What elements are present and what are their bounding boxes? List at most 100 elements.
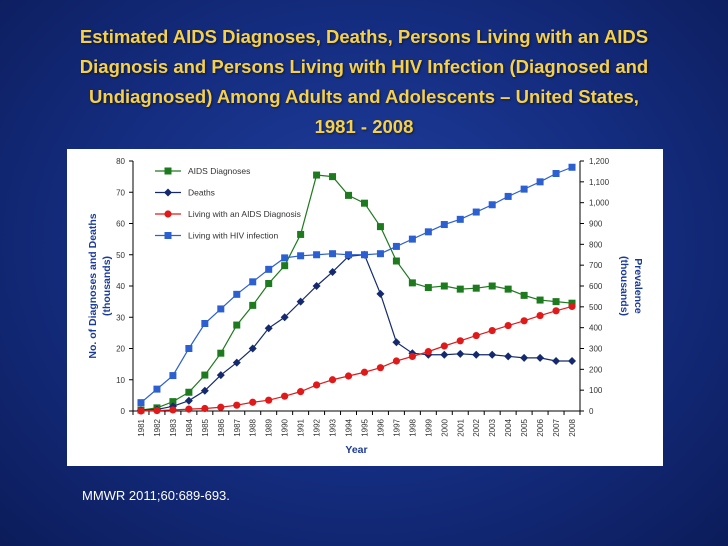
data-point-deaths <box>392 338 401 347</box>
data-point-living-with-an-aids-diagnosis <box>137 407 145 415</box>
y-tick-label-right: 0 <box>589 407 594 416</box>
title-line-2: Diagnosis and Persons Living with HIV In… <box>79 56 649 77</box>
title-line-3: Undiagnosed) Among Adults and Adolescent… <box>89 86 639 107</box>
data-point-deaths <box>568 357 577 365</box>
data-point-living-with-hiv-infection <box>313 251 321 259</box>
data-point-living-with-an-aids-diagnosis <box>568 302 576 311</box>
data-point-living-with-an-aids-diagnosis <box>408 352 416 361</box>
data-point-living-with-hiv-infection <box>408 235 416 243</box>
y-tick-label-left: 70 <box>116 188 125 197</box>
data-point-living-with-an-aids-diagnosis <box>536 311 544 320</box>
series-line-aids-diagnoses <box>140 174 573 411</box>
y-tick-label-right: 400 <box>589 324 603 333</box>
data-point-aids-diagnoses <box>392 257 400 265</box>
data-point-deaths <box>504 352 513 361</box>
data-point-deaths <box>520 353 529 362</box>
data-point-living-with-hiv-infection <box>392 242 400 250</box>
y-tick-label-right: 1,200 <box>589 157 610 166</box>
data-point-deaths <box>248 344 257 353</box>
data-point-aids-diagnoses <box>265 280 273 287</box>
x-tick-label: 1994 <box>345 418 354 436</box>
data-point-living-with-hiv-infection <box>265 265 273 273</box>
citation: MMWR 2011;60:689-693. <box>82 488 230 503</box>
data-point-living-with-hiv-infection <box>281 254 289 262</box>
x-tick-label: 1998 <box>408 418 417 436</box>
data-point-living-with-an-aids-diagnosis <box>376 364 385 372</box>
legend-label-living-with-an-aids-diagnosis: Living with an AIDS Diagnosis <box>188 209 301 219</box>
data-point-living-with-hiv-infection <box>137 399 145 407</box>
data-point-aids-diagnoses <box>281 262 289 270</box>
data-point-aids-diagnoses <box>360 199 368 207</box>
data-point-deaths <box>264 324 273 333</box>
data-point-deaths <box>456 349 465 358</box>
data-point-living-with-hiv-infection <box>376 250 384 258</box>
x-tick-label: 1992 <box>313 418 322 436</box>
x-tick-label: 1985 <box>201 418 210 436</box>
x-tick-label: 1986 <box>217 418 226 436</box>
data-point-living-with-an-aids-diagnosis <box>456 337 464 345</box>
line-chart: 0102030405060708001002003004005006007008… <box>87 157 644 456</box>
data-point-living-with-an-aids-diagnosis <box>472 331 480 340</box>
data-point-living-with-an-aids-diagnosis <box>233 401 241 409</box>
data-point-aids-diagnoses <box>201 371 209 379</box>
data-point-deaths <box>552 357 561 365</box>
data-point-aids-diagnoses <box>488 282 496 290</box>
x-tick-label: 1988 <box>249 418 258 436</box>
data-point-deaths <box>200 386 209 395</box>
x-tick-label: 1990 <box>281 418 290 436</box>
data-point-deaths <box>376 289 385 298</box>
data-point-living-with-hiv-infection <box>472 208 480 216</box>
data-point-living-with-an-aids-diagnosis <box>488 326 496 335</box>
data-point-living-with-an-aids-diagnosis <box>424 348 432 356</box>
data-point-living-with-hiv-infection <box>217 305 225 313</box>
data-point-deaths <box>184 396 193 405</box>
x-tick-label: 1996 <box>376 418 385 436</box>
data-point-living-with-hiv-infection <box>520 185 528 193</box>
x-tick-label: 1995 <box>360 418 369 436</box>
data-point-aids-diagnoses <box>408 279 416 287</box>
data-point-living-with-an-aids-diagnosis <box>201 404 209 413</box>
data-point-living-with-hiv-infection <box>440 221 448 229</box>
x-tick-label: 2000 <box>440 418 449 436</box>
x-tick-label: 1999 <box>424 418 433 436</box>
data-point-aids-diagnoses <box>376 223 384 231</box>
data-point-living-with-an-aids-diagnosis <box>185 405 193 413</box>
data-point-aids-diagnoses <box>217 349 225 357</box>
x-tick-label: 2007 <box>552 418 561 436</box>
data-point-living-with-an-aids-diagnosis <box>249 398 257 406</box>
data-point-living-with-an-aids-diagnosis <box>392 357 401 365</box>
data-point-living-with-an-aids-diagnosis <box>312 381 321 389</box>
data-point-living-with-hiv-infection <box>185 345 193 352</box>
data-point-living-with-an-aids-diagnosis <box>153 406 161 415</box>
data-point-living-with-an-aids-diagnosis <box>265 396 273 404</box>
y-tick-label-right: 700 <box>589 261 603 270</box>
x-axis-label: Year <box>345 444 367 456</box>
data-point-living-with-an-aids-diagnosis <box>552 307 560 315</box>
y-axis-label-left-line2: (thousands) <box>101 256 113 316</box>
title-line-1: Estimated AIDS Diagnoses, Deaths, Person… <box>79 26 649 47</box>
y-tick-label-right: 800 <box>589 240 603 249</box>
y-tick-label-left: 30 <box>116 313 125 322</box>
data-point-living-with-an-aids-diagnosis <box>217 403 225 411</box>
data-point-living-with-hiv-infection <box>456 215 464 223</box>
data-point-deaths <box>328 267 337 276</box>
y-tick-label-right: 1,100 <box>589 178 610 187</box>
data-point-living-with-hiv-infection <box>504 192 512 200</box>
y-tick-label-left: 50 <box>116 251 125 260</box>
data-point-living-with-an-aids-diagnosis <box>328 376 337 384</box>
data-point-living-with-an-aids-diagnosis <box>440 342 448 350</box>
y-tick-label-left: 80 <box>116 157 125 166</box>
data-point-deaths <box>312 282 321 290</box>
y-tick-label-left: 10 <box>116 376 125 385</box>
data-point-living-with-hiv-infection <box>488 201 496 209</box>
title-line-4: 1981 - 2008 <box>314 116 414 137</box>
data-point-living-with-an-aids-diagnosis <box>344 372 353 380</box>
data-point-aids-diagnoses <box>456 285 464 293</box>
legend-marker-deaths <box>164 188 172 197</box>
y-tick-label-left: 20 <box>116 345 125 354</box>
y-axis-label-right-line2: (thousands) <box>618 256 630 316</box>
data-point-deaths <box>280 313 289 322</box>
data-point-aids-diagnoses <box>313 171 321 179</box>
data-point-aids-diagnoses <box>233 321 241 329</box>
data-point-aids-diagnoses <box>440 282 448 290</box>
